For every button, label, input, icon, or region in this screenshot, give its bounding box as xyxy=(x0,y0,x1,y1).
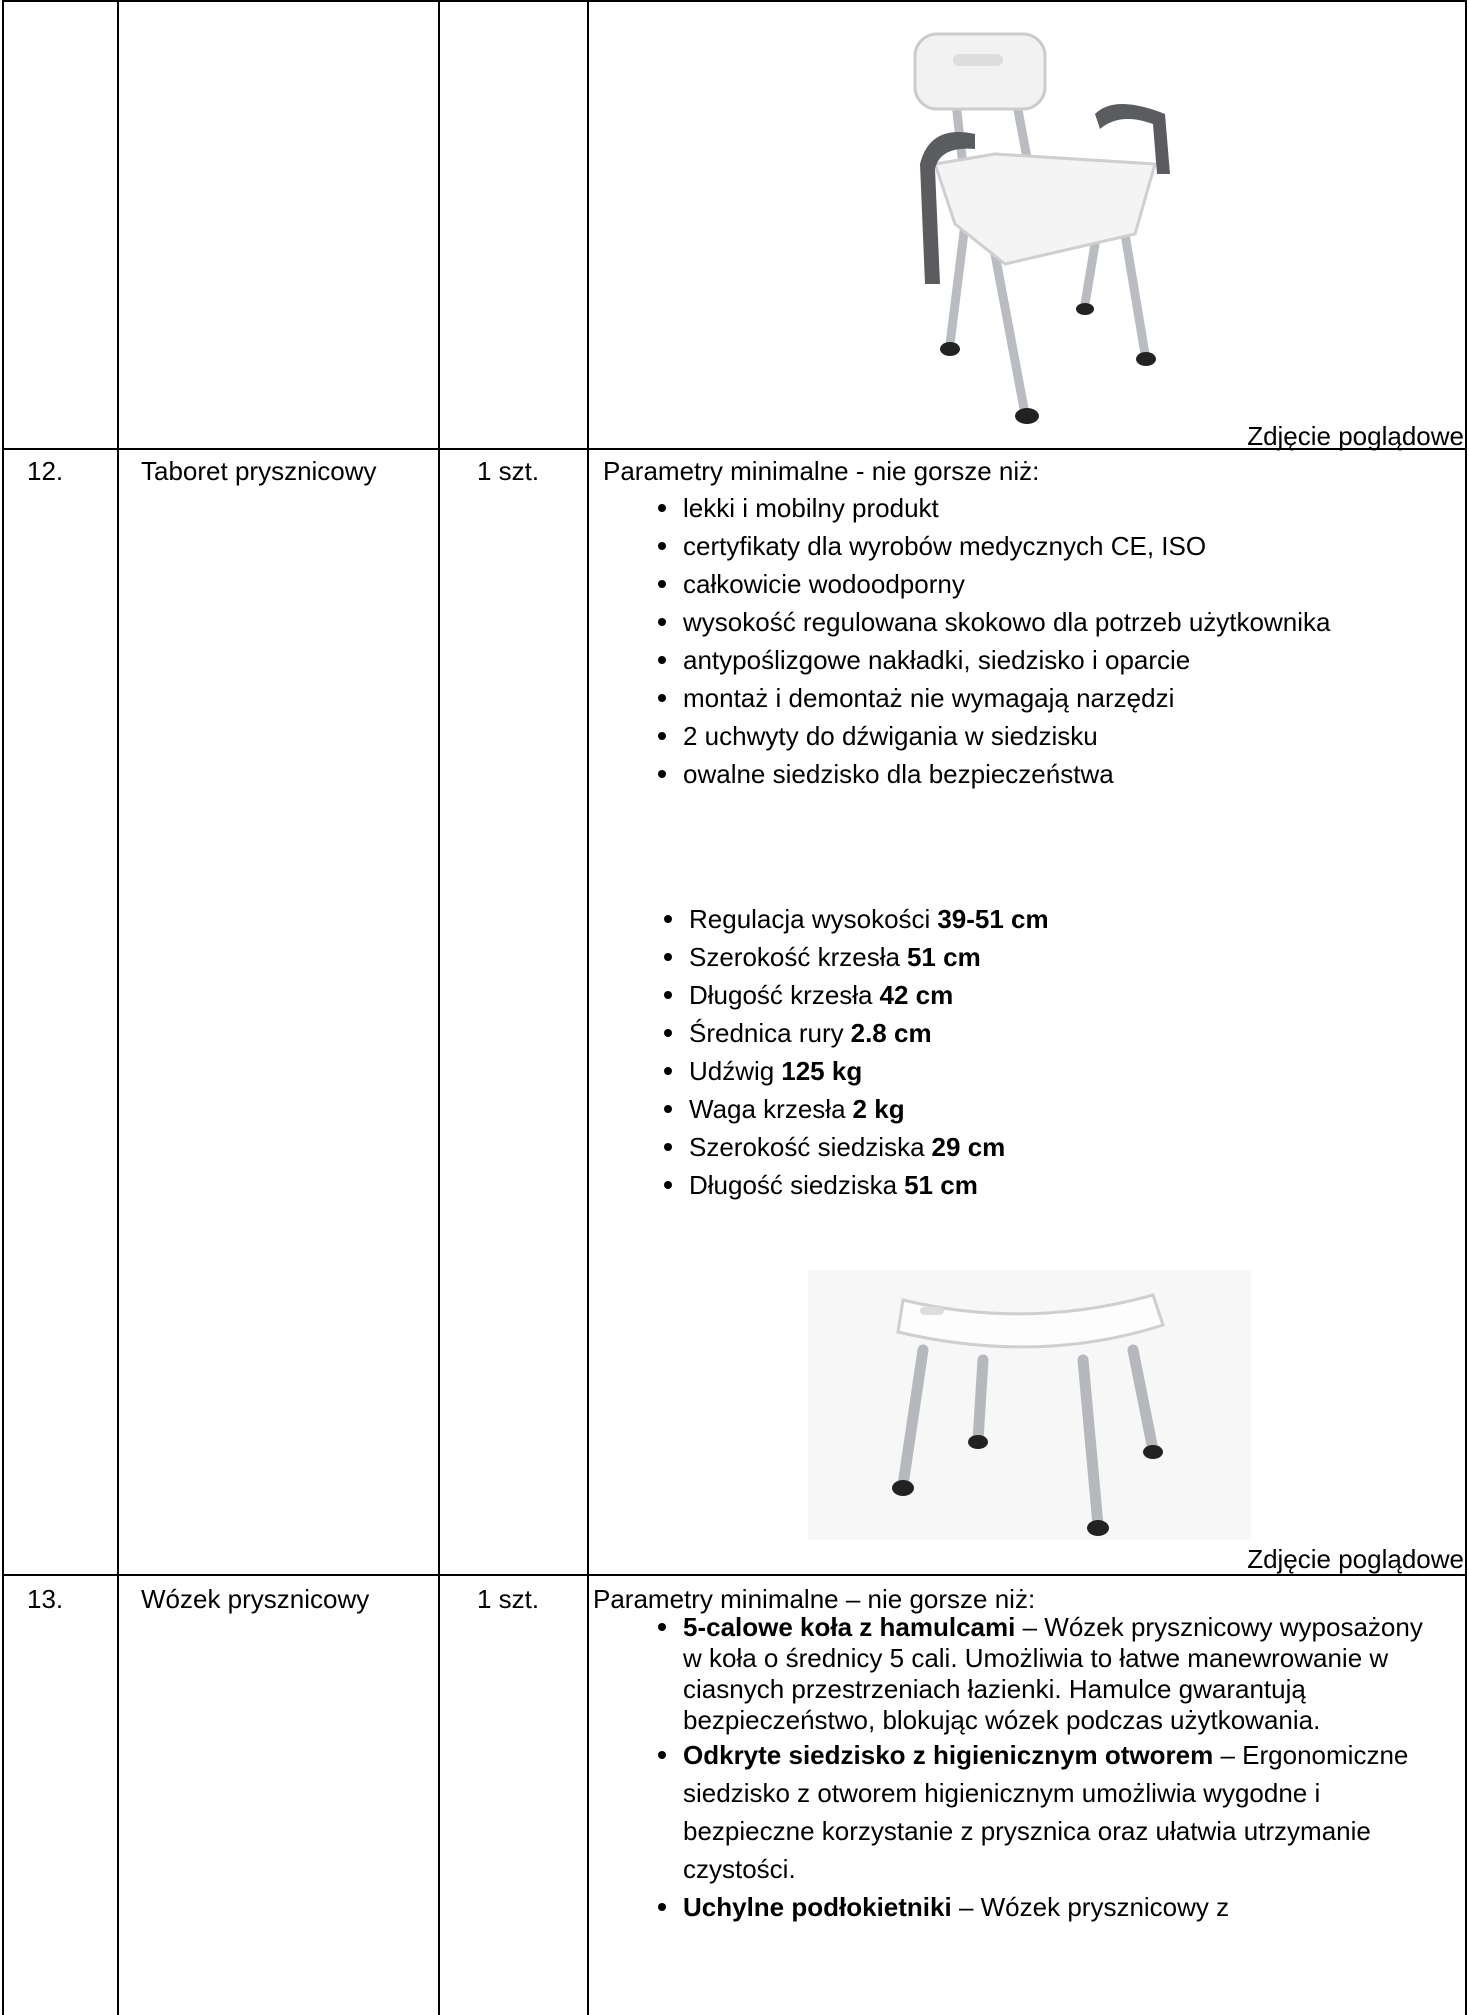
spec: Waga krzesła 2 kg xyxy=(664,1090,1409,1128)
spec-label: Szerokość krzesła xyxy=(689,942,900,972)
spec-value: 39-51 cm xyxy=(937,904,1049,934)
border xyxy=(2,0,4,2015)
feature: owalne siedzisko dla bezpieczeństwa xyxy=(658,755,1403,793)
product-photo xyxy=(913,32,1170,424)
border xyxy=(117,0,119,2015)
spec-value: 2 kg xyxy=(852,1094,905,1124)
feature: Odkryte siedzisko z higienicznym otworem… xyxy=(658,1736,1448,1888)
feature-list: lekki i mobilny produkt certyfikaty dla … xyxy=(658,489,1403,793)
spec-label: Waga krzesła xyxy=(689,1094,846,1124)
feature: montaż i demontaż nie wymagają narzędzi xyxy=(658,679,1403,717)
spec: Szerokość siedziska 29 cm xyxy=(664,1128,1409,1166)
feature: wysokość regulowana skokowo dla potrzeb … xyxy=(658,603,1403,641)
feature: antypoślizgowe nakładki, siedzisko i opa… xyxy=(658,641,1403,679)
feature-text: – Wózek prysznicowy wyposażony w koła o … xyxy=(683,1612,1423,1735)
spec-value: 42 cm xyxy=(879,980,954,1010)
feature-text: – Ergonomiczne siedzisko z otworem higie… xyxy=(683,1740,1409,1884)
spec-label: Udźwig xyxy=(689,1056,775,1086)
feature: certyfikaty dla wyrobów medycznych CE, I… xyxy=(658,527,1403,565)
feature-title: Uchylne podłokietniki xyxy=(683,1892,952,1922)
spec: Średnica rury 2.8 cm xyxy=(664,1014,1409,1052)
spec-value: 51 cm xyxy=(904,1170,978,1200)
border xyxy=(587,0,589,2015)
row-number: 12. xyxy=(27,456,64,486)
border xyxy=(2,448,1467,450)
spec-value: 125 kg xyxy=(781,1056,863,1086)
spec-label: Średnica rury xyxy=(689,1018,844,1048)
feature: 2 uchwyty do dźwigania w siedzisku xyxy=(658,717,1403,755)
spec-value: 51 cm xyxy=(906,942,981,972)
spec: Długość siedziska 51 cm xyxy=(664,1166,1409,1204)
spec-list: Regulacja wysokości 39-51 cm Szerokość kr… xyxy=(664,900,1409,1204)
feature-title: 5-calowe koła z hamulcami xyxy=(683,1612,1016,1642)
spec-label: Szerokość siedziska xyxy=(689,1132,925,1162)
quantity: 1 szt. xyxy=(477,456,540,486)
item-name: Taboret prysznicowy xyxy=(141,456,377,486)
feature: lekki i mobilny produkt xyxy=(658,489,1403,527)
feature-title: Odkryte siedzisko z higienicznym otworem xyxy=(683,1740,1214,1770)
caption: Zdjęcie poglądowe xyxy=(1247,421,1464,451)
product-photo xyxy=(808,1270,1251,1540)
feature: całkowicie wodoodporny xyxy=(658,565,1403,603)
border xyxy=(438,0,440,2015)
row-number: 13. xyxy=(27,1584,64,1614)
heading: Parametry minimalne – nie gorsze niż: xyxy=(593,1584,1036,1614)
border xyxy=(1465,0,1467,2015)
feature: 5-calowe koła z hamulcami – Wózek pryszn… xyxy=(658,1612,1448,1736)
spec: Udźwig 125 kg xyxy=(664,1052,1409,1090)
item-name: Wózek prysznicowy xyxy=(141,1584,370,1614)
spec-value: 2.8 cm xyxy=(850,1018,932,1048)
feature-text: – Wózek prysznicowy z xyxy=(958,1892,1230,1922)
quantity: 1 szt. xyxy=(477,1584,540,1614)
spec: Długość krzesła 42 cm xyxy=(664,976,1409,1014)
spec-label: Długość siedziska xyxy=(689,1170,898,1200)
spec-label: Regulacja wysokości xyxy=(689,904,931,934)
spec: Szerokość krzesła 51 cm xyxy=(664,938,1409,976)
border xyxy=(2,1574,1467,1576)
border xyxy=(2,0,1467,2)
spec-label: Długość krzesła xyxy=(689,980,873,1010)
feature: Uchylne podłokietniki – Wózek prysznicow… xyxy=(658,1888,1448,1926)
heading: Parametry minimalne - nie gorsze niż: xyxy=(603,456,1040,486)
feature-list: 5-calowe koła z hamulcami – Wózek pryszn… xyxy=(658,1612,1448,1926)
spec-value: 29 cm xyxy=(931,1132,1006,1162)
caption: Zdjęcie poglądowe xyxy=(1247,1544,1464,1574)
spec: Regulacja wysokości 39-51 cm xyxy=(664,900,1409,938)
